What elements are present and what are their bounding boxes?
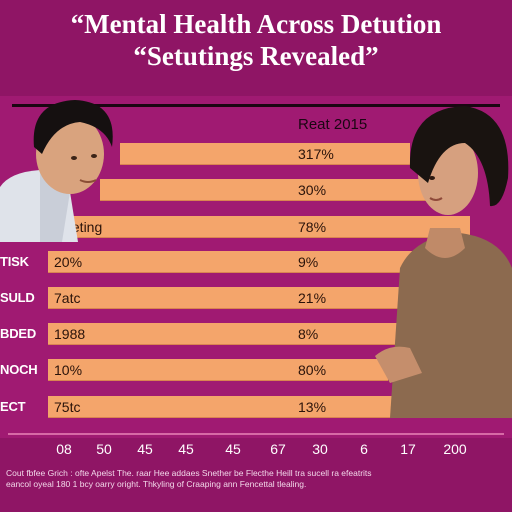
table-row bbox=[120, 143, 410, 165]
row-label: TISK bbox=[0, 254, 29, 269]
row-value-right: 13% bbox=[298, 399, 327, 415]
row-value-right: 21% bbox=[298, 290, 327, 306]
table-row bbox=[48, 396, 396, 418]
table-row bbox=[48, 251, 480, 273]
table-row bbox=[48, 323, 408, 345]
x-tick-label: 6 bbox=[360, 441, 368, 457]
footnote: Cout fbfee Grich : ofte Apelst The. raar… bbox=[6, 468, 506, 490]
chart-frame bbox=[12, 104, 500, 426]
x-tick-label: 08 bbox=[56, 441, 72, 457]
table-row bbox=[48, 359, 388, 381]
title-line-1: “Mental Health Across Detution bbox=[70, 9, 442, 39]
x-tick-label: 45 bbox=[137, 441, 153, 457]
x-tick-label: 30 bbox=[312, 441, 328, 457]
row-label: ECT bbox=[0, 399, 26, 414]
table-row bbox=[100, 179, 430, 201]
title-line-2: “Setutings Revealed” bbox=[133, 41, 379, 71]
row-label: BDED bbox=[0, 326, 37, 341]
table-row bbox=[48, 287, 418, 309]
row-value-left: 75tc bbox=[54, 399, 81, 415]
x-tick-label: 67 bbox=[270, 441, 286, 457]
row-value-left: 10% bbox=[54, 362, 83, 378]
row-value-left: 1988 bbox=[54, 326, 86, 342]
row-value-right: 8% bbox=[298, 326, 319, 342]
x-axis-line bbox=[8, 433, 504, 435]
footnote-line-1: Cout fbfee Grich : ofte Apelst The. raar… bbox=[6, 468, 372, 478]
row-value-right: 9% bbox=[298, 254, 319, 270]
row-value-right: 80% bbox=[298, 362, 327, 378]
x-tick-label: 200 bbox=[443, 441, 467, 457]
woman-looking-down-icon bbox=[375, 106, 512, 418]
table-row bbox=[48, 216, 470, 238]
footnote-line-2: eancol oyeal 180 1 bcy oarry oright. Thk… bbox=[6, 479, 307, 489]
x-tick-label: 50 bbox=[96, 441, 112, 457]
row-label: NOCH bbox=[0, 362, 38, 377]
row-value-left: 20% bbox=[54, 254, 83, 270]
row-value-right: 30% bbox=[298, 182, 327, 198]
x-tick-label: 45 bbox=[225, 441, 241, 457]
page-title: “Mental Health Across Detution “Setuting… bbox=[0, 8, 512, 72]
row-value-right: 78% bbox=[298, 219, 327, 235]
row-value-right: 317% bbox=[298, 146, 334, 162]
x-tick-label: 45 bbox=[178, 441, 194, 457]
man-looking-down-icon bbox=[0, 100, 113, 242]
row-value-left: 7atc bbox=[54, 290, 81, 306]
row-label: SULD bbox=[0, 290, 35, 305]
x-tick-label: 17 bbox=[400, 441, 416, 457]
column-header-right: Reat 2015 bbox=[298, 116, 368, 133]
